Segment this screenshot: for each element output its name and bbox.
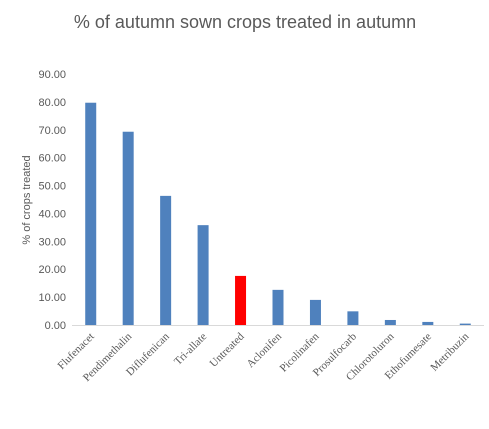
bar-flufenacet — [85, 102, 97, 325]
x-tick-label: Untreated — [208, 330, 248, 370]
y-tick-label: 50.00 — [38, 181, 66, 193]
y-tick-label: 10.00 — [38, 292, 66, 304]
bar-untreated — [235, 275, 247, 325]
bar-picolinafen — [309, 299, 321, 325]
bar-chlorotoluron — [384, 319, 396, 325]
y-axis-title: % of crops treated — [21, 155, 33, 244]
bar-metribuzin — [459, 323, 471, 325]
y-tick-label: 60.00 — [38, 153, 66, 165]
x-tick-label: Metribuzin — [428, 330, 471, 373]
bar-ethofumesate — [422, 321, 434, 325]
bar-prosulfocarb — [347, 311, 359, 325]
x-tick-label: Tri-allate — [172, 331, 209, 368]
bar-aclonifen — [272, 289, 284, 325]
y-tick-label: 40.00 — [38, 208, 66, 220]
bar-pendimethalin — [122, 131, 134, 325]
y-tick-label: 70.00 — [38, 125, 66, 137]
y-tick-label: 30.00 — [38, 236, 66, 248]
bar-diflufenican — [160, 195, 172, 325]
y-tick-label: 0.00 — [45, 320, 66, 332]
y-tick-label: 90.00 — [38, 69, 66, 81]
y-tick-label: 80.00 — [38, 97, 66, 109]
chart-title: % of autumn sown crops treated in autumn — [74, 12, 416, 32]
y-tick-label: 20.00 — [38, 264, 66, 276]
bars-group — [85, 102, 471, 325]
y-axis-ticks: 0.00 10.00 20.00 30.00 40.00 50.00 60.00 70.00 8… — [38, 69, 66, 332]
bar-tri-allate — [197, 225, 209, 325]
